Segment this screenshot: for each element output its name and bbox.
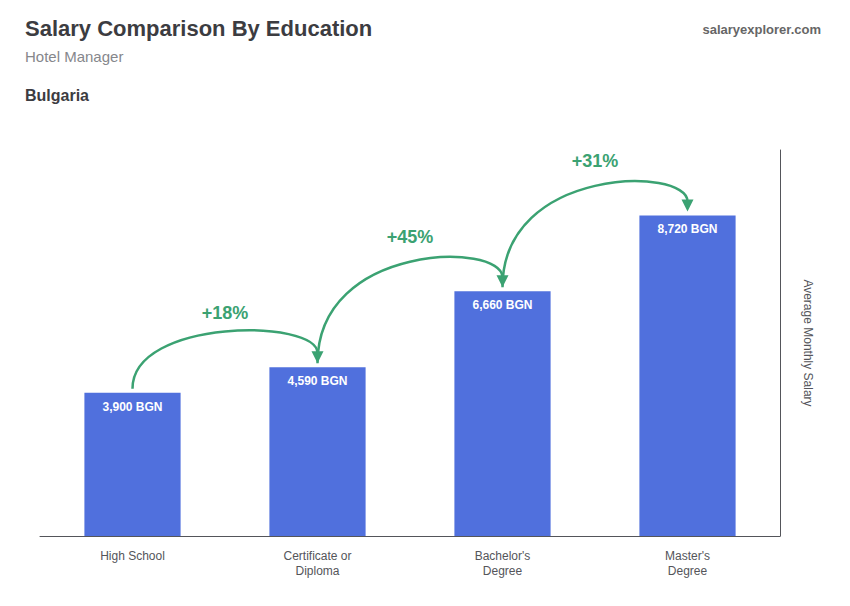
- svg-text:6,660 BGN: 6,660 BGN: [472, 298, 532, 312]
- svg-text:salaryexplorer.com: salaryexplorer.com: [702, 22, 821, 37]
- svg-text:+18%: +18%: [202, 303, 249, 323]
- svg-text:Master's: Master's: [665, 549, 710, 563]
- svg-text:4,590 BGN: 4,590 BGN: [287, 374, 347, 388]
- svg-text:Bulgaria: Bulgaria: [25, 87, 89, 104]
- svg-text:Hotel Manager: Hotel Manager: [25, 48, 123, 65]
- svg-text:Certificate or: Certificate or: [283, 549, 351, 563]
- svg-text:+45%: +45%: [387, 227, 434, 247]
- svg-text:Degree: Degree: [483, 564, 523, 578]
- svg-text:Bachelor's: Bachelor's: [475, 549, 531, 563]
- svg-text:Average Monthly Salary: Average Monthly Salary: [801, 279, 815, 406]
- svg-text:Diploma: Diploma: [295, 564, 339, 578]
- svg-text:3,900 BGN: 3,900 BGN: [102, 400, 162, 414]
- svg-text:+31%: +31%: [572, 151, 619, 171]
- svg-text:Degree: Degree: [668, 564, 708, 578]
- svg-text:8,720 BGN: 8,720 BGN: [657, 222, 717, 236]
- svg-text:High School: High School: [100, 549, 165, 563]
- svg-text:Salary Comparison By Education: Salary Comparison By Education: [25, 16, 372, 41]
